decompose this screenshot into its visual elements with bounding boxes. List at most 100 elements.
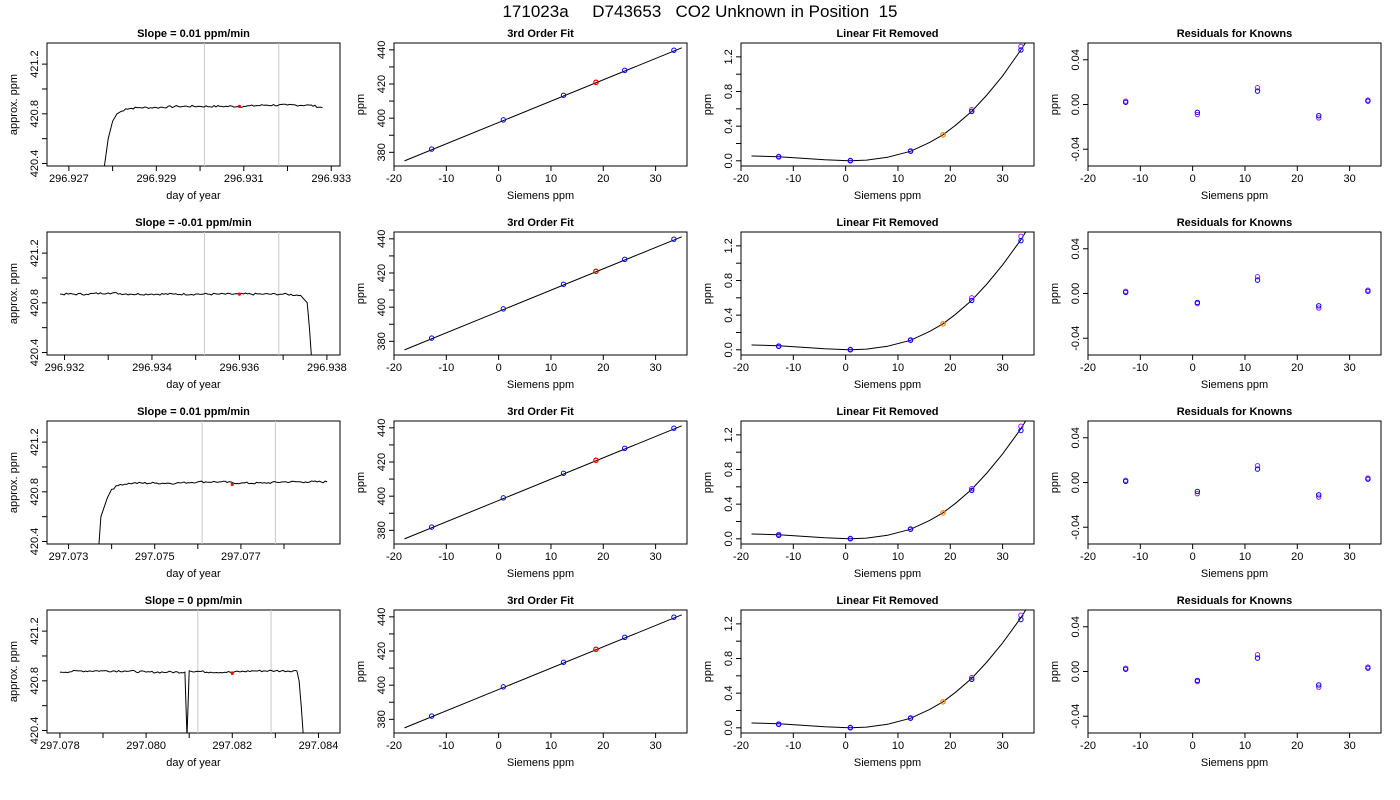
known-point	[500, 495, 507, 501]
unknown-point	[593, 646, 599, 653]
y-tick-label: 0.0	[723, 720, 735, 735]
known-point	[1018, 237, 1024, 244]
known-point	[622, 445, 628, 452]
x-tick-label: -20	[1080, 551, 1096, 563]
plot-area	[751, 610, 1027, 731]
x-tick-label: -10	[1132, 551, 1148, 563]
y-tick-label: 0.00	[1070, 283, 1082, 304]
y-tick-label: 420.8	[29, 478, 41, 506]
y-tick-label: 421.2	[29, 50, 41, 78]
y-axis-label: ppm	[1049, 94, 1061, 115]
x-axis-label: Siemens ppm	[854, 190, 921, 202]
x-tick-label: -20	[733, 362, 749, 374]
y-axis-label: approx. ppm	[8, 641, 20, 702]
x-tick-label: 10	[545, 740, 557, 752]
fit-curve	[751, 232, 1027, 351]
unknown-point	[940, 321, 946, 327]
chart-r2-fit: 3rd Order Fit -20 -10 0 10 20 30 380 400 420 440 Si…	[355, 217, 688, 391]
x-tick-label: 20	[1291, 551, 1303, 563]
known-point	[1018, 47, 1024, 53]
y-tick-label: 420.8	[29, 667, 41, 695]
x-tick-label: 0	[1190, 362, 1196, 374]
chart-title: Linear Fit Removed	[836, 406, 938, 418]
y-axis-label: approx. ppm	[8, 74, 20, 135]
x-tick-label: 30	[649, 740, 661, 752]
chart-r3-res: Residuals for Knowns -20 -10 0 10 20 30 -0.04 0.…	[1049, 406, 1382, 580]
x-tick-label: 297.075	[135, 551, 175, 563]
known-point	[907, 337, 914, 343]
known-point	[1365, 98, 1371, 104]
known-point	[847, 536, 854, 542]
x-tick-label: 20	[597, 740, 609, 752]
known-point-alt	[1194, 490, 1201, 497]
x-tick-label: -10	[438, 551, 454, 563]
x-tick-label: 10	[545, 362, 557, 374]
known-point-alt	[1316, 115, 1322, 121]
fit-curve	[751, 421, 1027, 540]
x-tick-label: -20	[1080, 362, 1096, 374]
y-tick-label: 0.04	[1070, 616, 1082, 637]
plot-frame	[1087, 42, 1382, 167]
x-tick-label: 20	[1291, 173, 1303, 185]
plot-frame	[1087, 420, 1382, 545]
x-tick-label: 10	[1239, 362, 1251, 374]
x-tick-label: 30	[649, 362, 661, 374]
x-tick-label: 297.082	[212, 740, 252, 752]
known-point	[1122, 99, 1129, 105]
plot-frame	[740, 42, 1035, 167]
x-tick-label: 297.080	[126, 740, 166, 752]
x-tick-label: 297.078	[40, 740, 80, 752]
chart-title: Slope = 0 ppm/min	[145, 595, 243, 607]
plot-area	[60, 232, 312, 355]
unknown-point	[940, 510, 946, 516]
x-tick-label: -10	[1132, 173, 1148, 185]
known-point	[1194, 488, 1201, 495]
x-axis-label: day of year	[166, 190, 221, 202]
y-tick-label: 440	[376, 419, 388, 437]
x-tick-label: 30	[996, 173, 1008, 185]
known-point	[671, 614, 677, 620]
chart-r4-trace: Slope = 0 ppm/min 297.078 297.080 297.082 29…	[8, 595, 341, 769]
y-tick-label: 380	[376, 143, 388, 161]
plot-area	[1122, 652, 1371, 690]
known-point	[775, 721, 782, 728]
y-tick-label: 1.2	[723, 49, 735, 64]
known-point	[1365, 288, 1371, 294]
y-tick-label: 420.4	[29, 150, 41, 178]
concentration-trace	[103, 103, 323, 166]
y-tick-label: -0.04	[1070, 137, 1082, 162]
x-axis-label: Siemens ppm	[507, 568, 574, 580]
known-point	[622, 256, 628, 263]
concentration-trace	[59, 669, 304, 733]
y-tick-label: 420	[376, 264, 388, 282]
y-tick-label: 0.04	[1070, 238, 1082, 259]
known-point	[560, 470, 567, 476]
x-tick-label: 30	[1343, 740, 1355, 752]
x-tick-label: 30	[649, 551, 661, 563]
plot-frame	[46, 609, 341, 734]
x-tick-label: -10	[438, 173, 454, 185]
known-point-alt	[969, 674, 975, 681]
unknown-marker	[237, 104, 242, 108]
chart-title: Slope = -0.01 ppm/min	[135, 217, 252, 229]
y-tick-label: 400	[376, 487, 388, 505]
x-tick-label: 296.933	[311, 173, 351, 185]
y-tick-label: 400	[376, 676, 388, 694]
x-tick-label: 0	[496, 551, 502, 563]
known-point	[1018, 616, 1024, 623]
x-axis-label: Siemens ppm	[854, 379, 921, 391]
y-tick-label: 420.8	[29, 289, 41, 317]
plot-frame	[740, 420, 1035, 545]
y-tick-label: 380	[376, 521, 388, 539]
y-axis-label: ppm	[702, 94, 714, 115]
chart-title: 3rd Order Fit	[507, 28, 574, 40]
fit-curve	[751, 43, 1027, 162]
known-point-alt	[969, 485, 975, 492]
plot-area	[404, 47, 682, 162]
chart-title: Residuals for Knowns	[1177, 217, 1293, 229]
known-point	[622, 67, 628, 74]
y-tick-label: 0.8	[723, 462, 735, 477]
x-tick-label: 20	[597, 551, 609, 563]
x-axis-label: Siemens ppm	[1201, 568, 1268, 580]
x-axis-label: Siemens ppm	[507, 757, 574, 769]
